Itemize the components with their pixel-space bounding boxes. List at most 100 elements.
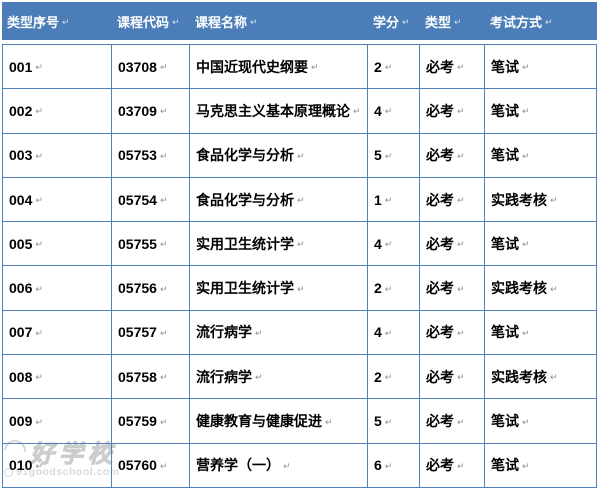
return-mark-icon: ↵ bbox=[325, 416, 333, 427]
header-type: 类型 ↵ bbox=[420, 2, 485, 40]
return-mark-icon: ↵ bbox=[384, 62, 393, 73]
cell-value: 流行病学 bbox=[196, 324, 252, 341]
return-mark-icon: ↵ bbox=[402, 16, 410, 27]
return-mark-icon: ↵ bbox=[62, 16, 70, 27]
cell-value: 05757 bbox=[118, 324, 157, 341]
cell-course_code: 03708 ↵ bbox=[112, 45, 190, 89]
cell-value: 必考 bbox=[426, 147, 454, 164]
return-mark-icon: ↵ bbox=[297, 195, 305, 206]
cell-course_name: 健康教育与健康促进 ↵ bbox=[190, 399, 368, 443]
cell-value: 05755 bbox=[118, 235, 157, 252]
return-mark-icon: ↵ bbox=[384, 372, 393, 383]
cell-value: 实用卫生统计学 bbox=[196, 280, 294, 297]
return-mark-icon: ↵ bbox=[159, 106, 168, 117]
header-label: 课程代码 bbox=[117, 14, 170, 30]
cell-value: 05756 bbox=[118, 280, 157, 297]
return-mark-icon: ↵ bbox=[457, 460, 465, 471]
cell-course_code: 05758 ↵ bbox=[112, 355, 190, 399]
return-mark-icon: ↵ bbox=[384, 195, 393, 206]
cell-value: 必考 bbox=[426, 58, 454, 75]
header-type_no: 类型序号 ↵ bbox=[2, 2, 112, 40]
header-label: 课程名称 bbox=[195, 14, 248, 30]
watermark-brand-line: 好学校 bbox=[0, 435, 120, 468]
cell-value: 003 bbox=[9, 147, 33, 164]
cell-value: 1 bbox=[374, 191, 382, 208]
cell-type: 必考 ↵ bbox=[420, 310, 485, 355]
cell-value: 马克思主义基本原理概论 bbox=[196, 102, 350, 119]
header-label: 类型序号 bbox=[7, 14, 60, 30]
cell-course_code: 03709 ↵ bbox=[112, 89, 190, 133]
cell-value: 笔试 bbox=[491, 102, 519, 119]
return-mark-icon: ↵ bbox=[550, 283, 558, 294]
table-header-row: 类型序号 ↵ 课程代码 ↵ 课程名称 ↵ 学分 ↵ 类型 ↵ 考试方式 ↵ bbox=[2, 2, 597, 40]
cell-course_code: 05755 ↵ bbox=[112, 222, 190, 266]
cell-course_name: 食品化学与分析 ↵ bbox=[190, 133, 368, 177]
return-mark-icon: ↵ bbox=[457, 372, 465, 383]
return-mark-icon: ↵ bbox=[159, 239, 168, 250]
cell-type_no: 002 ↵ bbox=[2, 89, 112, 133]
cell-type_no: 010 ↵ bbox=[2, 443, 112, 487]
cell-value: 健康教育与健康促进 bbox=[196, 413, 322, 430]
cell-value: 010 bbox=[9, 457, 33, 474]
return-mark-icon: ↵ bbox=[550, 195, 558, 206]
return-mark-icon: ↵ bbox=[384, 150, 393, 161]
cell-course_name: 流行病学 ↵ bbox=[190, 355, 368, 399]
return-mark-icon: ↵ bbox=[255, 372, 263, 383]
cell-course_name: 流行病学 ↵ bbox=[190, 310, 368, 355]
return-mark-icon: ↵ bbox=[35, 150, 43, 161]
return-mark-icon: ↵ bbox=[522, 460, 530, 471]
cell-course_name: 食品化学与分析 ↵ bbox=[190, 177, 368, 222]
cell-value: 实践考核 bbox=[491, 280, 547, 297]
return-mark-icon: ↵ bbox=[297, 239, 305, 250]
header-label: 学分 bbox=[373, 14, 400, 30]
cell-course_code: 05757 ↵ bbox=[112, 310, 190, 355]
cell-type: 必考 ↵ bbox=[420, 89, 485, 133]
cell-value: 05760 bbox=[118, 457, 157, 474]
cell-exam_method: 笔试 ↵ bbox=[485, 133, 597, 177]
cell-value: 笔试 bbox=[491, 235, 519, 252]
cell-credits: 4 ↵ bbox=[368, 310, 420, 355]
return-mark-icon: ↵ bbox=[283, 460, 291, 471]
cell-course_code: 05753 ↵ bbox=[112, 133, 190, 177]
cell-type_no: 005 ↵ bbox=[2, 222, 112, 266]
cell-type: 必考 ↵ bbox=[420, 355, 485, 399]
cell-value: 食品化学与分析 bbox=[196, 191, 294, 208]
return-mark-icon: ↵ bbox=[35, 460, 43, 471]
return-mark-icon: ↵ bbox=[35, 372, 43, 383]
cell-value: 4 bbox=[374, 324, 382, 341]
return-mark-icon: ↵ bbox=[457, 327, 465, 338]
return-mark-icon: ↵ bbox=[250, 16, 258, 27]
cell-exam_method: 实践考核 ↵ bbox=[485, 177, 597, 222]
cell-value: 2 bbox=[374, 280, 382, 297]
cell-type: 必考 ↵ bbox=[420, 399, 485, 443]
cell-value: 5 bbox=[374, 413, 382, 430]
return-mark-icon: ↵ bbox=[35, 239, 43, 250]
cell-value: 必考 bbox=[426, 191, 454, 208]
header-credits: 学分 ↵ bbox=[368, 2, 420, 40]
cell-value: 005 bbox=[9, 235, 33, 252]
cell-value: 必考 bbox=[426, 102, 454, 119]
return-mark-icon: ↵ bbox=[297, 150, 305, 161]
cell-value: 食品化学与分析 bbox=[196, 147, 294, 164]
return-mark-icon: ↵ bbox=[35, 416, 43, 427]
return-mark-icon: ↵ bbox=[311, 62, 319, 73]
cell-value: 03709 bbox=[118, 102, 157, 119]
return-mark-icon: ↵ bbox=[172, 16, 180, 27]
cell-credits: 4 ↵ bbox=[368, 222, 420, 266]
cell-value: 4 bbox=[374, 235, 382, 252]
cell-type: 必考 ↵ bbox=[420, 222, 485, 266]
cell-value: 05758 bbox=[118, 368, 157, 385]
cell-type: 必考 ↵ bbox=[420, 177, 485, 222]
cell-type: 必考 ↵ bbox=[420, 133, 485, 177]
watermark: 好学校 91goodschool.com bbox=[0, 435, 120, 478]
cell-type_no: 004 ↵ bbox=[2, 177, 112, 222]
return-mark-icon: ↵ bbox=[550, 372, 558, 383]
table-row: 004 ↵ 05754 ↵ 食品化学与分析 ↵ 1 ↵ 必考 ↵ 实践考核 ↵ bbox=[2, 177, 597, 223]
cell-value: 006 bbox=[9, 280, 33, 297]
cell-value: 必考 bbox=[426, 413, 454, 430]
cell-credits: 6 ↵ bbox=[368, 443, 420, 487]
cell-value: 笔试 bbox=[491, 324, 519, 341]
return-mark-icon: ↵ bbox=[384, 239, 393, 250]
